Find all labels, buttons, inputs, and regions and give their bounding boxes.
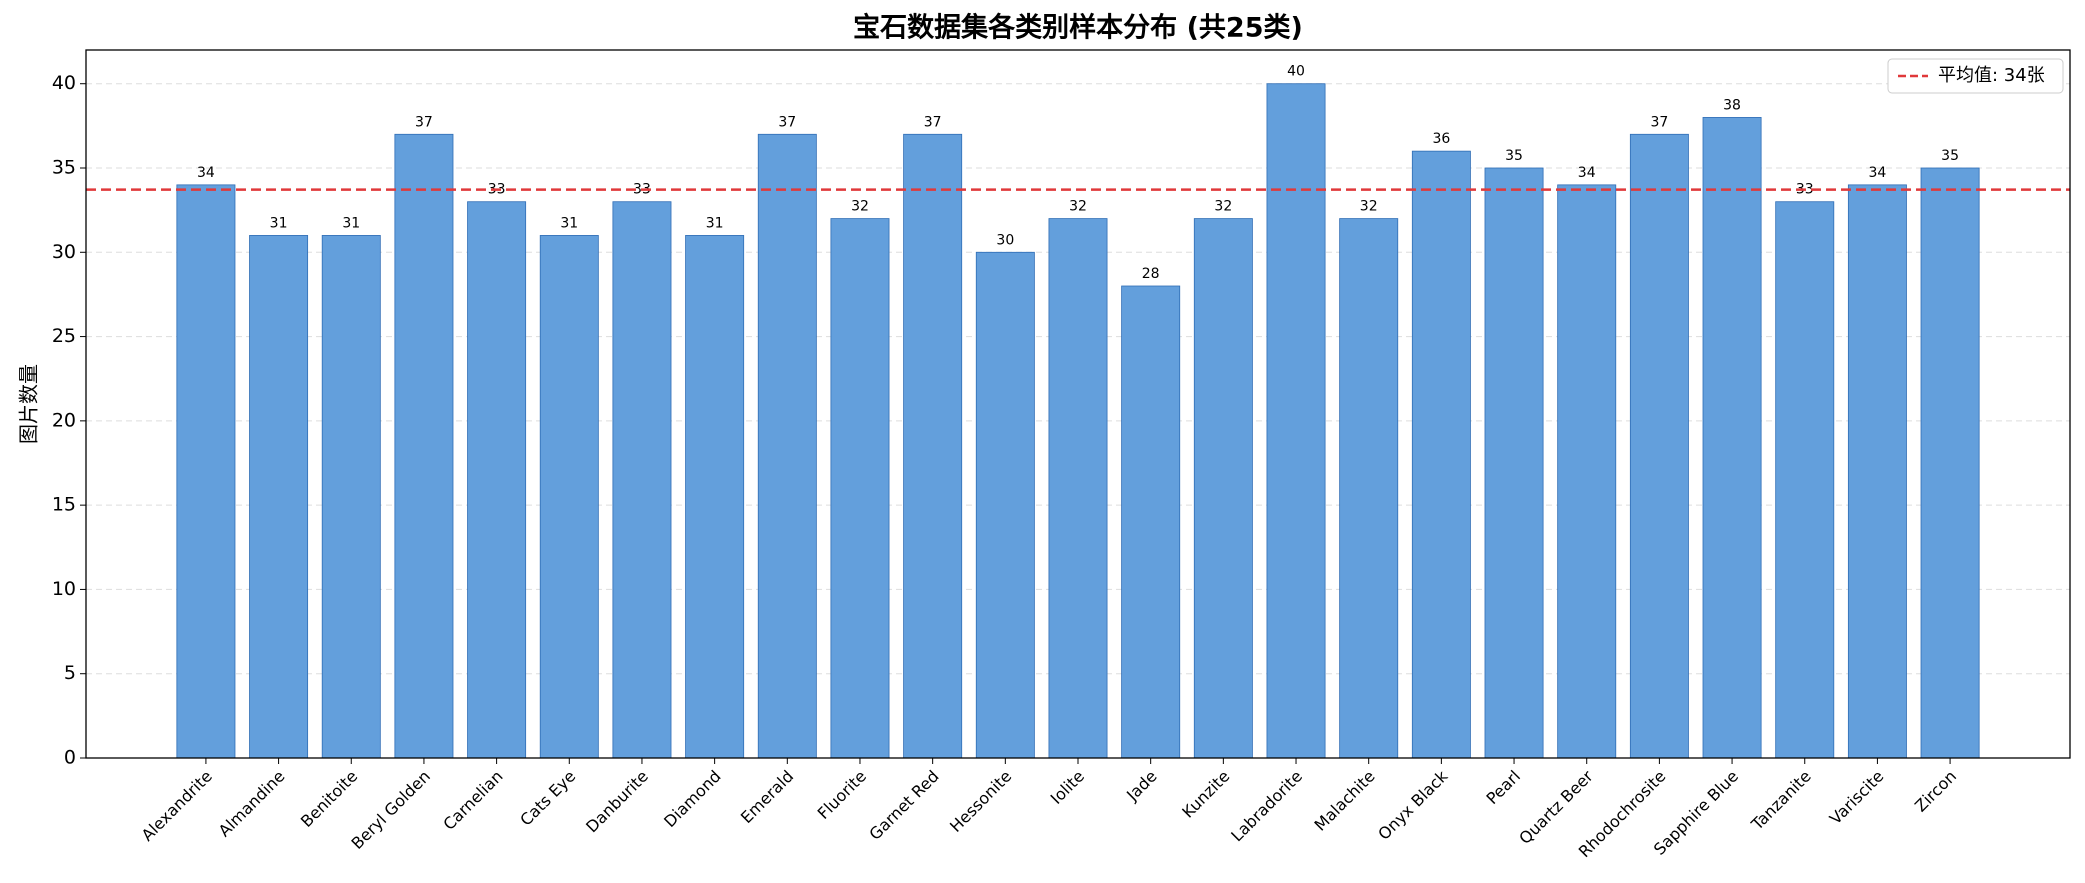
y-tick-label: 0 bbox=[64, 747, 76, 769]
x-tick-label: Quartz Beer bbox=[1515, 766, 1597, 848]
bar bbox=[975, 251, 1035, 759]
bar bbox=[1847, 184, 1907, 759]
x-tick-label: Alexandrite bbox=[138, 767, 216, 845]
bar bbox=[612, 201, 672, 759]
legend-label: 平均值: 34张 bbox=[1938, 65, 2045, 86]
value-label: 35 bbox=[1505, 148, 1523, 164]
y-tick-label: 15 bbox=[52, 494, 76, 516]
value-label: 37 bbox=[1650, 114, 1668, 130]
x-tick-label: Hessonite bbox=[946, 767, 1015, 836]
x-tick-label: Zircon bbox=[1911, 767, 1960, 816]
value-label: 31 bbox=[342, 215, 360, 231]
bar bbox=[830, 218, 890, 759]
value-label: 31 bbox=[706, 215, 724, 231]
value-label: 30 bbox=[996, 232, 1014, 248]
bar bbox=[467, 201, 527, 759]
bar bbox=[1484, 167, 1544, 759]
value-label: 40 bbox=[1287, 64, 1305, 80]
x-tick-label: Emerald bbox=[737, 767, 797, 827]
x-tick-label: Pearl bbox=[1483, 767, 1525, 809]
y-tick-label: 35 bbox=[52, 157, 76, 179]
chart-title: 宝石数据集各类别样本分布 (共25类) bbox=[853, 12, 1303, 44]
y-tick-label: 10 bbox=[52, 578, 76, 600]
value-label: 34 bbox=[197, 165, 215, 181]
y-tick-label: 20 bbox=[52, 409, 76, 431]
x-tick-label: Iolite bbox=[1047, 767, 1088, 808]
x-tick-label: Onyx Black bbox=[1374, 766, 1452, 844]
value-label: 37 bbox=[415, 114, 433, 130]
value-label: 34 bbox=[1868, 165, 1886, 181]
bar bbox=[685, 235, 745, 759]
x-tick-label: Jade bbox=[1122, 767, 1161, 806]
x-tick-label: Cats Eye bbox=[516, 767, 579, 830]
bar bbox=[249, 235, 309, 759]
bar bbox=[1048, 218, 1108, 759]
bar bbox=[903, 133, 963, 759]
bar bbox=[1339, 218, 1399, 759]
x-tick-label: Diamond bbox=[660, 767, 725, 832]
value-label: 28 bbox=[1142, 266, 1160, 282]
x-tick-label: Labradorite bbox=[1227, 767, 1306, 846]
axes-frame bbox=[85, 49, 2071, 759]
value-label: 38 bbox=[1723, 97, 1741, 113]
y-tick-label: 25 bbox=[52, 325, 76, 347]
bar bbox=[1920, 167, 1980, 759]
bar bbox=[1775, 201, 1835, 759]
bar bbox=[757, 133, 817, 759]
x-tick-label: Carnelian bbox=[439, 767, 506, 834]
bar bbox=[1557, 184, 1617, 759]
value-label: 31 bbox=[560, 215, 578, 231]
x-tick-label: Malachite bbox=[1311, 767, 1379, 835]
x-tick-label: Fluorite bbox=[814, 767, 870, 823]
bar bbox=[1266, 83, 1326, 759]
bar bbox=[1411, 150, 1471, 759]
value-label: 31 bbox=[270, 215, 288, 231]
x-tick-label: Variscite bbox=[1826, 767, 1888, 829]
bar bbox=[321, 235, 381, 759]
bar bbox=[539, 235, 599, 759]
y-tick-label: 5 bbox=[64, 662, 76, 684]
bar bbox=[176, 184, 236, 759]
value-label: 35 bbox=[1941, 148, 1959, 164]
value-label: 32 bbox=[1214, 199, 1232, 215]
y-tick-label: 30 bbox=[52, 241, 76, 263]
x-tick-label: Almandine bbox=[215, 767, 289, 841]
value-label: 37 bbox=[778, 114, 796, 130]
x-tick-label: Danburite bbox=[582, 767, 652, 837]
value-label: 34 bbox=[1578, 165, 1596, 181]
legend: 平均值: 34张 bbox=[1887, 58, 2064, 94]
y-tick-label: 40 bbox=[52, 72, 76, 94]
x-tick-label: Garnet Red bbox=[865, 767, 942, 844]
value-label: 32 bbox=[851, 199, 869, 215]
value-label: 32 bbox=[1069, 199, 1087, 215]
x-tick-label: Tanzanite bbox=[1747, 767, 1815, 835]
x-tick-label: Benitoite bbox=[297, 767, 361, 831]
value-label: 32 bbox=[1360, 199, 1378, 215]
value-label: 36 bbox=[1432, 131, 1450, 147]
y-axis-label: 图片数量 bbox=[17, 364, 41, 444]
legend-box bbox=[1887, 58, 2064, 94]
bar bbox=[1193, 218, 1253, 759]
x-tick-label: Kunzite bbox=[1178, 767, 1233, 822]
bar bbox=[1702, 117, 1762, 759]
value-label: 37 bbox=[924, 114, 942, 130]
bar bbox=[394, 133, 454, 759]
bar bbox=[1629, 133, 1689, 759]
bar bbox=[1121, 285, 1181, 759]
